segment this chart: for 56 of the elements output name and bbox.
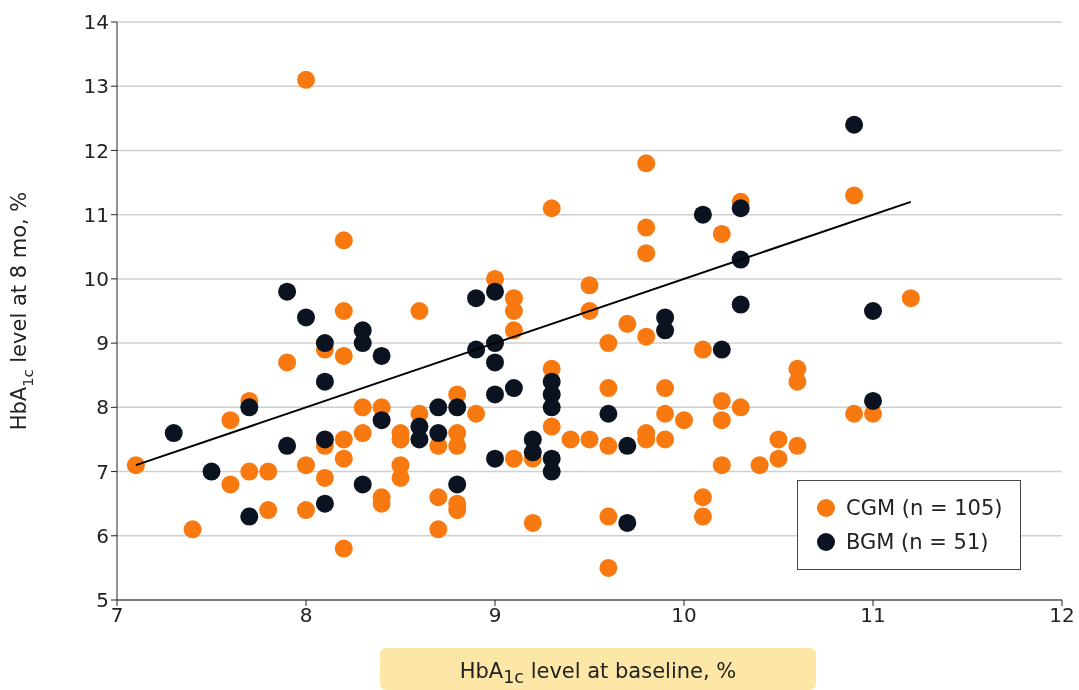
y-tick-label: 13 bbox=[83, 74, 109, 99]
y-tick-label: 14 bbox=[83, 10, 109, 35]
point bbox=[467, 289, 486, 308]
y-tick-label: 12 bbox=[83, 138, 109, 163]
point bbox=[315, 430, 334, 449]
point bbox=[712, 340, 731, 359]
x-tick-label: 8 bbox=[299, 603, 313, 628]
point bbox=[731, 295, 750, 314]
point bbox=[618, 436, 637, 455]
point bbox=[372, 411, 391, 430]
point bbox=[202, 462, 221, 481]
point bbox=[240, 398, 259, 417]
x-tick-label: 9 bbox=[488, 603, 502, 628]
x-tick-label: 11 bbox=[860, 603, 886, 628]
y-tick-label: 10 bbox=[83, 266, 109, 291]
legend-label: BGM (n = 51) bbox=[846, 529, 989, 556]
point bbox=[353, 334, 372, 353]
point bbox=[693, 205, 712, 224]
point bbox=[845, 115, 864, 134]
point bbox=[164, 424, 183, 443]
point bbox=[618, 513, 637, 532]
point bbox=[315, 494, 334, 513]
x-tick-label: 12 bbox=[1049, 603, 1075, 628]
y-tick-label: 11 bbox=[83, 202, 109, 227]
point bbox=[448, 475, 467, 494]
point bbox=[504, 379, 523, 398]
point bbox=[448, 398, 467, 417]
point bbox=[486, 385, 504, 404]
point bbox=[278, 282, 297, 301]
x-tick-label: 10 bbox=[671, 603, 697, 628]
y-tick-label: 9 bbox=[96, 331, 109, 356]
point bbox=[297, 308, 315, 327]
y-tick-label: 8 bbox=[96, 395, 109, 420]
point bbox=[240, 507, 259, 526]
point bbox=[486, 353, 504, 372]
x-axis-title: HbA$_{1c}$ level at baseline, % bbox=[459, 659, 737, 688]
y-tick-label: 5 bbox=[96, 588, 109, 613]
point bbox=[315, 334, 334, 353]
point bbox=[731, 199, 750, 218]
point bbox=[429, 398, 448, 417]
point bbox=[353, 475, 372, 494]
point bbox=[656, 321, 675, 340]
point bbox=[523, 443, 542, 462]
y-tick-label: 7 bbox=[96, 459, 109, 484]
point bbox=[486, 449, 504, 468]
point bbox=[372, 346, 391, 365]
point bbox=[864, 302, 882, 320]
point bbox=[429, 424, 448, 443]
point bbox=[599, 404, 618, 423]
point bbox=[315, 372, 334, 391]
point bbox=[542, 398, 561, 417]
point bbox=[486, 282, 504, 301]
point bbox=[864, 391, 882, 410]
legend-label: CGM (n = 105) bbox=[846, 495, 1003, 522]
point bbox=[278, 436, 297, 455]
y-tick-label: 6 bbox=[96, 523, 109, 548]
